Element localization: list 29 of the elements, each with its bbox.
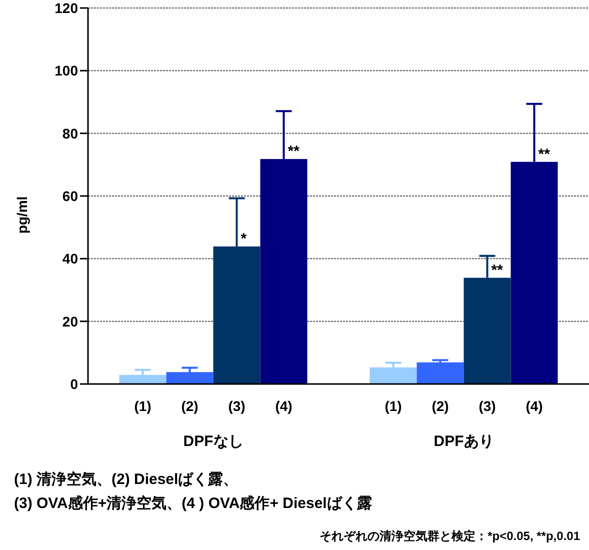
text: (3) [478,398,496,414]
text: (1) 清浄空気、(2) Dieselばく露、 [14,470,238,488]
y-tick-label: 100 [54,62,78,79]
x-tick-label: DPFあり [434,433,494,450]
y-tick-label: 80 [62,125,78,142]
bar [119,374,166,384]
data-label: ** [288,143,300,160]
y-axis-title: pg/ml [14,196,30,234]
bar [370,367,417,384]
y-tick-label: 20 [62,313,78,330]
y-tick-label: 120 [54,0,78,16]
series-label: (3) [228,398,246,414]
x-tick-label: DPFなし [183,433,244,450]
y-tick-label: 40 [62,250,78,267]
series-label: (1) [134,398,152,414]
series-label: (4) [275,398,292,414]
bar [166,372,214,384]
text: (4) [526,398,543,414]
data-label: * [240,230,247,248]
data-label: ** [491,262,504,279]
series-label: (2) [181,398,198,414]
y-tick-label: 60 [62,188,78,204]
y-tick-label: 0 [70,376,78,392]
bar [416,362,464,384]
data-label: ** [538,146,550,163]
text: (3) OVA感作+清浄空気、(4 ) OVA感作+ Dieselばく露 [14,494,372,512]
text: それぞれの清浄空気群と検定：*p<0.05, **p,0.01 [320,529,580,543]
text: (1) [384,398,402,414]
text: (2) [432,398,449,414]
